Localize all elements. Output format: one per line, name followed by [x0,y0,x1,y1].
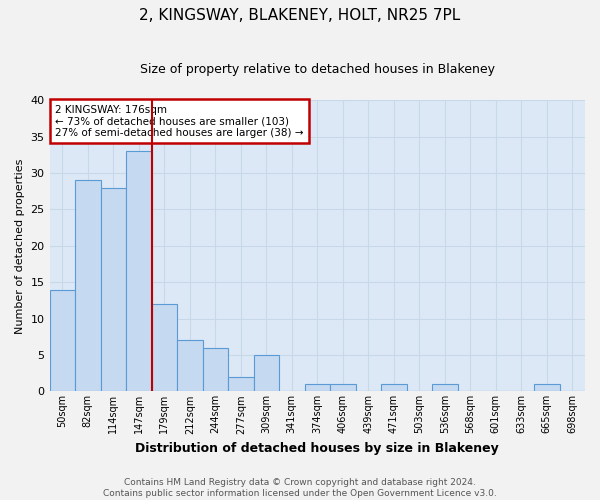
Bar [177,340,203,392]
Text: Contains HM Land Registry data © Crown copyright and database right 2024.
Contai: Contains HM Land Registry data © Crown c… [103,478,497,498]
Bar [126,151,152,392]
Bar [203,348,228,392]
Bar [50,290,75,392]
Bar [254,355,279,392]
Bar [330,384,356,392]
Text: 2 KINGSWAY: 176sqm
← 73% of detached houses are smaller (103)
27% of semi-detach: 2 KINGSWAY: 176sqm ← 73% of detached hou… [55,104,304,138]
Bar [432,384,458,392]
Bar [152,304,177,392]
Bar [534,384,560,392]
Bar [381,384,407,392]
Text: 2, KINGSWAY, BLAKENEY, HOLT, NR25 7PL: 2, KINGSWAY, BLAKENEY, HOLT, NR25 7PL [139,8,461,22]
X-axis label: Distribution of detached houses by size in Blakeney: Distribution of detached houses by size … [136,442,499,455]
Y-axis label: Number of detached properties: Number of detached properties [15,158,25,334]
Bar [75,180,101,392]
Bar [228,377,254,392]
Bar [305,384,330,392]
Title: Size of property relative to detached houses in Blakeney: Size of property relative to detached ho… [140,62,495,76]
Bar [101,188,126,392]
